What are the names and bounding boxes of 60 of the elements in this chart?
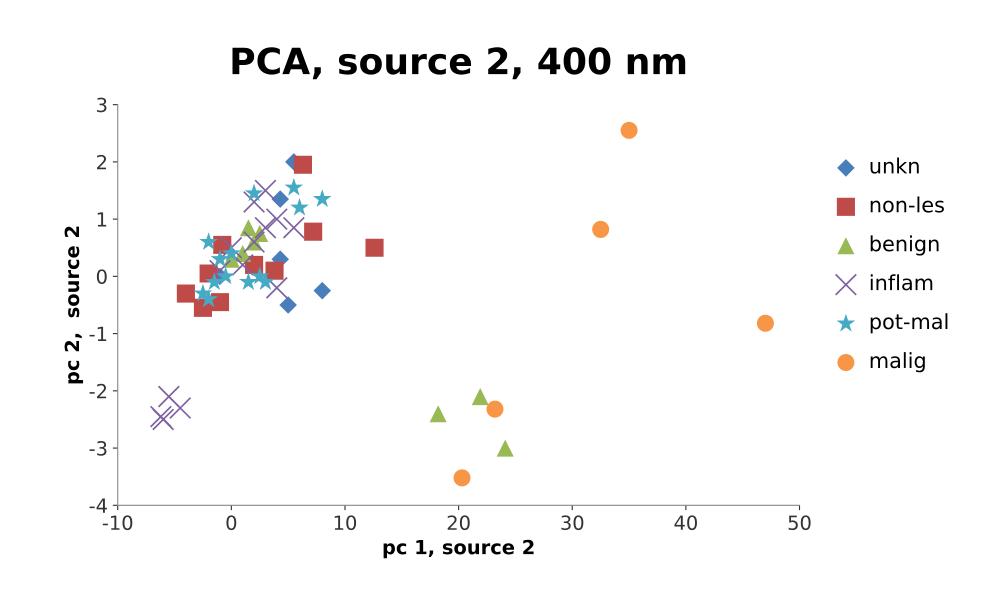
point — [284, 178, 304, 196]
point — [254, 216, 277, 239]
point — [290, 198, 309, 216]
x-tick-label: 30 — [561, 515, 584, 530]
legend-label: benign — [870, 235, 939, 256]
x-tick-label: 10 — [334, 515, 356, 530]
point — [216, 266, 236, 284]
point — [592, 220, 610, 238]
y-tick-label: 0 — [96, 269, 107, 284]
point — [210, 249, 230, 268]
x-tick-label: 50 — [788, 515, 811, 530]
legend-label: malig — [870, 352, 925, 372]
point — [266, 276, 288, 299]
point — [304, 222, 322, 241]
x-tick-label: -10 — [102, 515, 132, 530]
point — [169, 396, 192, 420]
point — [279, 296, 297, 314]
point — [176, 284, 195, 303]
y-tick-label: -2 — [90, 384, 106, 398]
point — [239, 272, 258, 290]
point — [430, 405, 447, 422]
point — [266, 208, 288, 230]
point — [250, 266, 270, 284]
point — [486, 400, 504, 418]
point — [756, 314, 774, 332]
point — [313, 282, 332, 300]
point — [365, 238, 384, 257]
point — [158, 385, 180, 408]
point — [454, 469, 471, 486]
legend-label: pot-mal — [870, 313, 948, 334]
x-axis-title: pc 1, source 2 — [384, 540, 534, 558]
point — [222, 244, 241, 262]
legend-label: unkn — [870, 158, 919, 174]
point — [254, 179, 277, 202]
y-tick-label: -4 — [90, 498, 107, 513]
y-tick-label: 1 — [98, 212, 106, 227]
point — [472, 388, 489, 406]
y-tick-label: 3 — [97, 98, 106, 112]
chart-title: PCA, source 2, 400 nm — [232, 47, 686, 80]
point — [244, 184, 264, 202]
point — [620, 122, 638, 139]
x-tick-label: 40 — [674, 515, 697, 530]
point — [232, 254, 254, 276]
point — [312, 189, 332, 208]
y-axis-title: pc 2, source 2 — [64, 226, 84, 384]
y-tick-label: 2 — [97, 154, 106, 170]
legend-label: non-les — [870, 196, 944, 213]
point — [242, 190, 266, 214]
x-tick-label: 0 — [226, 515, 236, 530]
point — [282, 216, 305, 239]
y-tick-label: -1 — [90, 326, 106, 341]
x-tick-label: 20 — [448, 515, 470, 530]
y-tick-label: -3 — [90, 441, 106, 456]
point — [294, 156, 312, 174]
point — [496, 440, 514, 457]
point — [271, 190, 289, 208]
point — [194, 284, 212, 302]
point — [265, 262, 284, 280]
legend-label: inflam — [870, 274, 932, 290]
point — [199, 232, 218, 250]
